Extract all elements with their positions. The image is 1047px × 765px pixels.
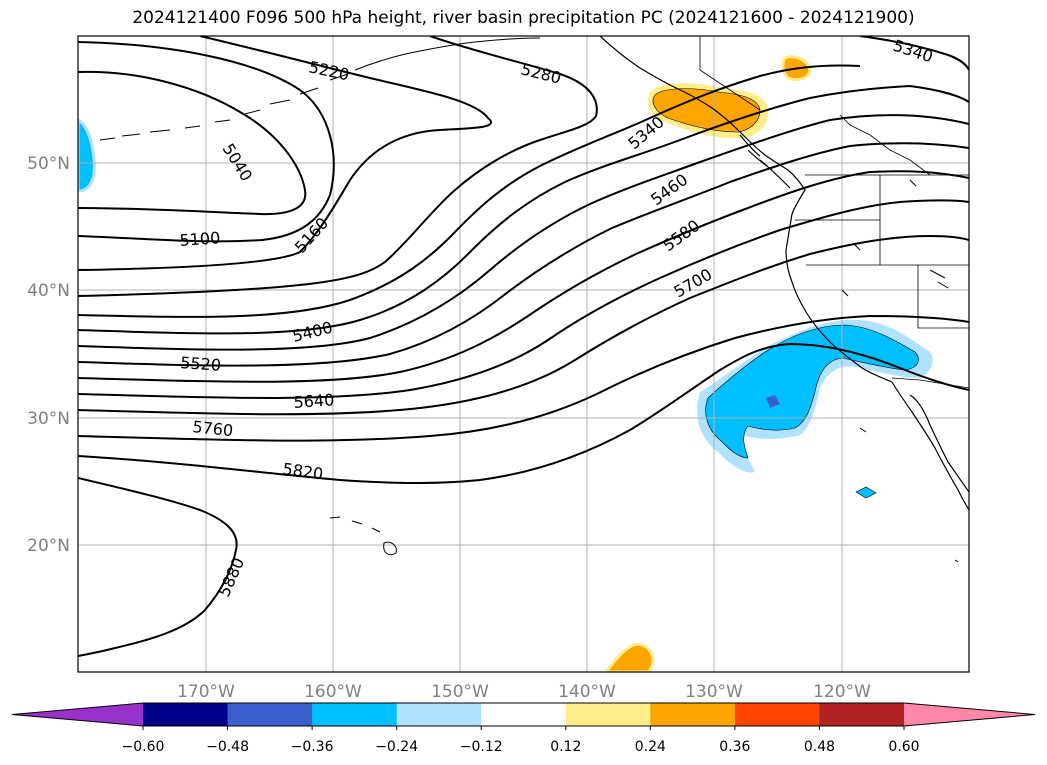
colorbar-tick-label: 0.60 — [888, 739, 919, 755]
colorbar-tick-label: −0.60 — [122, 739, 165, 755]
lat-label-40n: 40°N — [27, 281, 70, 301]
colorbar-segment — [819, 703, 905, 726]
colorbar-extend-high — [904, 703, 1035, 726]
contour-5820 — [78, 342, 969, 484]
contour-5100 — [78, 41, 335, 243]
colorbar-tick-label: 0.24 — [635, 739, 666, 755]
contour-5640 — [78, 199, 969, 399]
latitude-labels: 50°N 40°N 30°N 20°N — [27, 154, 70, 556]
contour-5040 — [78, 70, 307, 216]
coastline-alaska-panhandle — [599, 36, 806, 215]
colorbar-tick-label: −0.36 — [291, 739, 334, 755]
contour-5880 — [78, 477, 238, 657]
contour-5520 — [78, 142, 969, 367]
precip-negative-west-fill — [78, 118, 96, 193]
colorbar — [11, 702, 1036, 727]
colorbar-extend-low — [12, 703, 143, 726]
canada-islands — [841, 179, 959, 563]
precip-negative-tiny-fill — [855, 486, 877, 499]
contour-label-5100: 5100 — [179, 228, 221, 250]
precip-fills — [78, 55, 933, 672]
contour-5580 — [78, 170, 969, 383]
lon-label-160w: 160°W — [304, 682, 362, 702]
contour-5400 — [78, 84, 969, 335]
contour-5460 — [78, 114, 969, 351]
aleutian-islands — [99, 73, 349, 141]
border-state-2 — [917, 265, 969, 329]
colorbar-tick-label: −0.24 — [375, 739, 418, 755]
contour-5160-5220 — [78, 36, 492, 271]
colorbar-segment — [734, 703, 820, 726]
lat-label-50n: 50°N — [27, 154, 70, 174]
islands — [99, 37, 959, 563]
coastlines — [599, 36, 969, 511]
coastline-us-west — [785, 213, 893, 383]
precip-positive-south-fill — [604, 642, 655, 672]
lat-label-20n: 20°N — [27, 536, 70, 556]
contour-label-5640: 5640 — [293, 390, 335, 412]
lon-label-140w: 140°W — [558, 682, 616, 702]
coastline-baja — [891, 381, 969, 511]
contour-5760 — [78, 314, 969, 442]
contour-5340 — [78, 64, 861, 318]
coastline-baja-gulf — [909, 394, 969, 493]
contour-5280 — [78, 36, 598, 297]
contour-label-5760: 5760 — [192, 417, 234, 440]
precip-negative-core-fill — [705, 324, 919, 459]
colorbar-segment — [481, 703, 567, 726]
alaska-coast-west — [354, 37, 541, 71]
height-contours — [78, 36, 969, 657]
colorbar-tick-label: −0.48 — [206, 739, 249, 755]
border-alaska-canada — [699, 36, 761, 111]
colorbar-segment — [143, 703, 229, 726]
colorbar-segment — [565, 703, 651, 726]
lon-label-120w: 120°W — [813, 682, 871, 702]
colorbar-segment — [312, 703, 398, 726]
longitude-labels: 170°W 160°W 150°W 140°W 130°W 120°W — [177, 682, 871, 702]
colorbar-tick-label: 0.12 — [550, 739, 581, 755]
colorbar-tick-label: 0.48 — [804, 739, 835, 755]
hawaii-islands — [329, 516, 397, 556]
colorbar-ticks: −0.60 −0.48 −0.36 −0.24 −0.12 0.12 0.24 … — [122, 726, 920, 755]
lon-label-150w: 150°W — [431, 682, 489, 702]
map-plot-area: 5220 5280 5340 5040 5100 5160 5340 5460 … — [78, 36, 969, 672]
colorbar-tick-label: −0.12 — [460, 739, 503, 755]
colorbar-segment — [227, 703, 313, 726]
colorbar-segment — [396, 703, 482, 726]
colorbar-segment — [650, 703, 736, 726]
lon-label-130w: 130°W — [685, 682, 743, 702]
map-title: 2024121400 F096 500 hPa height, river ba… — [132, 8, 915, 28]
precip-negative-dark-fill — [766, 395, 780, 408]
lon-label-170w: 170°W — [177, 682, 235, 702]
border-state-5 — [839, 114, 931, 176]
contour-5340-north — [859, 36, 969, 71]
contour-5700 — [78, 234, 969, 416]
contour-label-5520: 5520 — [180, 353, 222, 375]
colorbar-tick-label: 0.36 — [719, 739, 750, 755]
lat-label-30n: 30°N — [27, 409, 70, 429]
map-frame — [77, 35, 970, 673]
